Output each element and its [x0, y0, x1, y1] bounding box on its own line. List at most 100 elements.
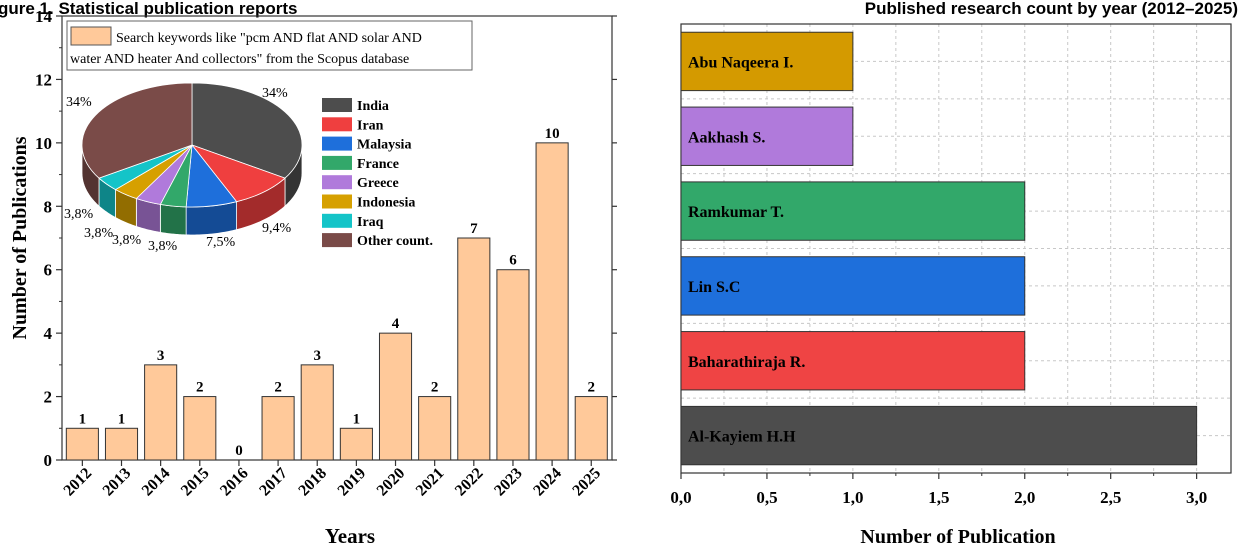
x-axis: 2012 2013 2014 2015 2016 2017 2018 2019 2020 2021… [61, 460, 604, 500]
bar-value-label: 4 [392, 316, 400, 332]
y-tick-label: 8 [44, 197, 53, 216]
keywords-legend-frame [66, 20, 473, 71]
bar [418, 396, 452, 461]
y-tick-label: 10 [35, 134, 52, 153]
x-axis-label: Years [325, 524, 375, 547]
pie-legend-swatch [322, 155, 352, 170]
x-tick-label: 2,0 [1014, 488, 1035, 507]
y-axis-label: Number of Publications [9, 136, 31, 339]
x-tick-label: 1,0 [842, 488, 863, 507]
pie-legend-swatch [322, 117, 352, 132]
pie-legend: India Iran Malaysia France Greece Indonesia Ir… [322, 98, 433, 249]
x-tick-label: 2020 [374, 465, 409, 500]
pie-legend-label: Iraq [357, 215, 384, 230]
pie-value-label: 7,5% [206, 235, 236, 250]
pie-value-label: 9,4% [262, 221, 292, 236]
x-tick-label: 2017 [256, 465, 291, 500]
bar [574, 396, 608, 461]
bar [680, 256, 1026, 316]
x-axis: 0,0 0,5 1,0 1,5 2,0 2,5 3,0 [670, 473, 1207, 507]
bar [183, 396, 217, 461]
x-tick-label: 2022 [452, 465, 487, 500]
bar-value-label: 1 [118, 411, 126, 427]
x-tick-label: 2,5 [1100, 488, 1121, 507]
bar-category-label: Lin S.C [688, 279, 740, 296]
bar-category-label: Al-Kayiem H.H [688, 429, 796, 446]
bar-value-label: 0 [235, 443, 243, 459]
x-tick-label: 2025 [569, 465, 604, 500]
bar [339, 427, 373, 461]
x-tick-label: 2016 [217, 465, 252, 500]
y-tick-label: 12 [35, 70, 52, 89]
pie-legend-swatch [322, 213, 352, 228]
x-tick-label: 2023 [491, 465, 526, 500]
bar [104, 427, 139, 461]
pie-value-label: 3,8% [64, 207, 94, 222]
bar [680, 106, 854, 166]
pie-legend-label: Iran [357, 118, 384, 133]
x-tick-label: 2024 [530, 465, 565, 500]
x-tick-label: 2021 [413, 465, 448, 500]
pie-value-label: 34% [262, 86, 288, 101]
bar [496, 269, 530, 461]
bar-category-label: Aakhash S. [688, 129, 765, 146]
keywords-legend-line1: Search keywords like "pcm AND flat AND s… [116, 31, 422, 46]
y-tick-label: 0 [44, 451, 53, 470]
x-tick-label: 0,0 [670, 488, 691, 507]
pie-value-label: 3,8% [148, 239, 178, 254]
x-tick-label: 1,5 [928, 488, 949, 507]
bar [680, 181, 1026, 241]
bar-category-label: Abu Naqeera I. [688, 54, 793, 71]
keywords-legend: Search keywords like "pcm AND flat AND s… [66, 20, 473, 71]
pie-legend-swatch [322, 98, 352, 112]
y-tick-label: 14 [35, 7, 53, 26]
bar [300, 364, 334, 461]
bar-category-label: Baharathiraja R. [688, 354, 805, 371]
bars: Al-Kayiem H.H Baharathiraja R. Lin S.C Ramk… [680, 31, 1198, 466]
bar-value-label: 6 [509, 253, 517, 269]
pie-legend-swatch [322, 136, 352, 151]
bar [535, 142, 569, 461]
publications-by-author-chart: Al-Kayiem H.H Baharathiraja R. Lin S.C Ramk… [670, 23, 1232, 547]
x-tick-label: 2018 [295, 465, 330, 500]
bar [457, 237, 491, 461]
pie-legend-swatch [322, 233, 352, 248]
bar-value-label: 1 [353, 411, 361, 427]
bar [65, 427, 99, 461]
x-tick-label: 2014 [139, 465, 174, 500]
pie-slice [191, 82, 303, 179]
pie-legend-label: Malaysia [357, 138, 411, 153]
bar [378, 332, 413, 461]
x-tick-label: 2012 [61, 465, 96, 500]
pie-legend-swatch [322, 194, 352, 209]
y-tick-label: 2 [44, 388, 53, 407]
bar-value-label: 2 [196, 380, 204, 396]
pie-legend-label: India [357, 99, 389, 114]
header-right-text: Published research count by year (2012–2… [865, 0, 1238, 18]
pie-legend-label: France [357, 157, 399, 172]
x-tick-label: 2019 [335, 465, 370, 500]
pie-value-labels: 34%9,4%7,5%3,8%3,8%3,8%3,8%34% [64, 86, 292, 254]
country-pie-chart [81, 82, 303, 236]
header-left-text: gure 1. Statistical publication reports [0, 0, 297, 18]
y-tick-label: 4 [44, 324, 53, 343]
bar [680, 405, 1198, 466]
bar [680, 31, 854, 92]
bar [144, 364, 178, 461]
keywords-legend-swatch [70, 26, 112, 46]
bar [261, 396, 295, 461]
pie-slice-side [159, 203, 187, 236]
pie-legend-label: Greece [357, 176, 399, 191]
x-tick-label: 2013 [100, 465, 135, 500]
y-tick-label: 6 [44, 261, 53, 280]
bar-value-label: 2 [274, 380, 282, 396]
pie-value-label: 3,8% [112, 233, 142, 248]
pie-value-label: 34% [66, 95, 92, 110]
bar-value-label: 3 [157, 348, 165, 364]
pie-value-label: 3,8% [84, 226, 114, 241]
bar-value-label: 3 [313, 348, 321, 364]
bar-value-label: 1 [79, 411, 87, 427]
